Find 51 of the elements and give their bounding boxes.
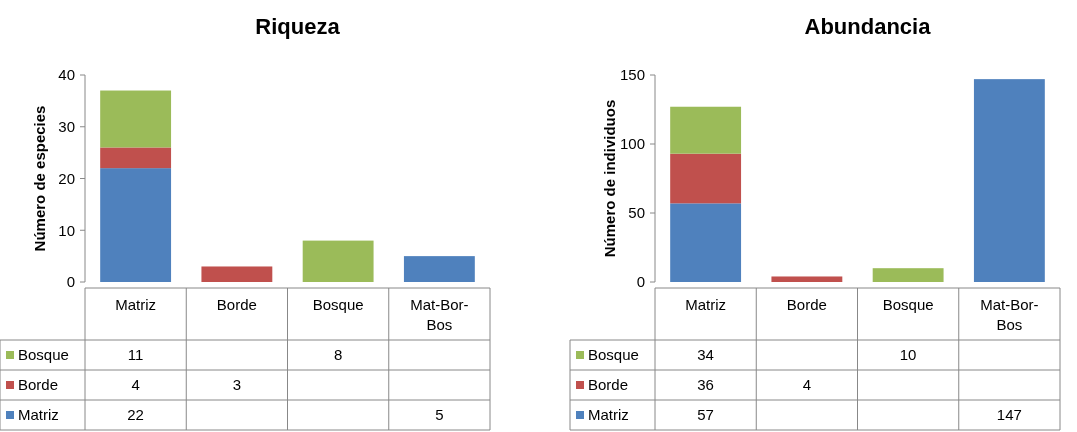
bar xyxy=(403,256,475,282)
bar xyxy=(771,276,843,282)
data-label: 8 xyxy=(333,346,343,364)
bar xyxy=(302,240,374,282)
chart-title: Riqueza xyxy=(255,14,341,39)
data-label: 22 xyxy=(127,406,144,424)
bar xyxy=(100,168,172,282)
x-tick-label: Mat-Bor-Bos xyxy=(980,296,1039,333)
x-tick-label: Bosque xyxy=(882,296,934,313)
legend-label: Bosque xyxy=(588,346,639,364)
data-label: 10 xyxy=(899,346,917,364)
x-tick-label: Borde xyxy=(216,296,257,313)
y-tick-label: 100 xyxy=(619,135,645,153)
legend-label: Matriz xyxy=(18,406,59,424)
bar xyxy=(973,79,1045,282)
x-tick-label: Bosque xyxy=(312,296,364,313)
bar xyxy=(201,266,273,282)
x-tick-label: Matriz xyxy=(685,296,727,313)
data-label: 11 xyxy=(127,346,144,364)
y-tick-label: 150 xyxy=(619,66,645,84)
y-tick-label: 30 xyxy=(58,118,75,135)
x-tick-label: Borde xyxy=(786,296,827,313)
chart-title: Abundancia xyxy=(804,14,932,39)
bar xyxy=(100,147,172,169)
y-tick-label: 10 xyxy=(58,221,75,239)
bar xyxy=(100,90,172,148)
data-label: 36 xyxy=(697,376,714,394)
data-label: 57 xyxy=(697,406,714,424)
y-axis-title: Número de individuos xyxy=(601,99,618,258)
data-label: 4 xyxy=(131,376,140,394)
y-tick-label: 20 xyxy=(58,169,75,187)
data-label: 5 xyxy=(435,406,444,424)
legend-label: Borde xyxy=(18,376,59,394)
y-tick-label: 0 xyxy=(66,273,75,291)
y-tick-label: 50 xyxy=(628,204,645,222)
bar xyxy=(670,106,742,154)
y-tick-label: 40 xyxy=(58,66,75,84)
bar xyxy=(670,153,742,204)
bar xyxy=(670,203,742,282)
legend-label: Borde xyxy=(588,376,629,394)
y-tick-label: 0 xyxy=(636,273,645,291)
legend-label: Bosque xyxy=(18,346,69,364)
legend-label: Matriz xyxy=(588,406,629,424)
data-label: 147 xyxy=(996,406,1022,424)
data-label: 34 xyxy=(697,346,714,364)
y-axis-title: Número de especies xyxy=(31,105,48,252)
data-label: 4 xyxy=(802,376,812,394)
x-tick-label: Mat-Bor-Bos xyxy=(410,296,469,333)
data-label: 3 xyxy=(232,376,242,394)
bar xyxy=(872,268,944,282)
x-tick-label: Matriz xyxy=(115,296,157,313)
